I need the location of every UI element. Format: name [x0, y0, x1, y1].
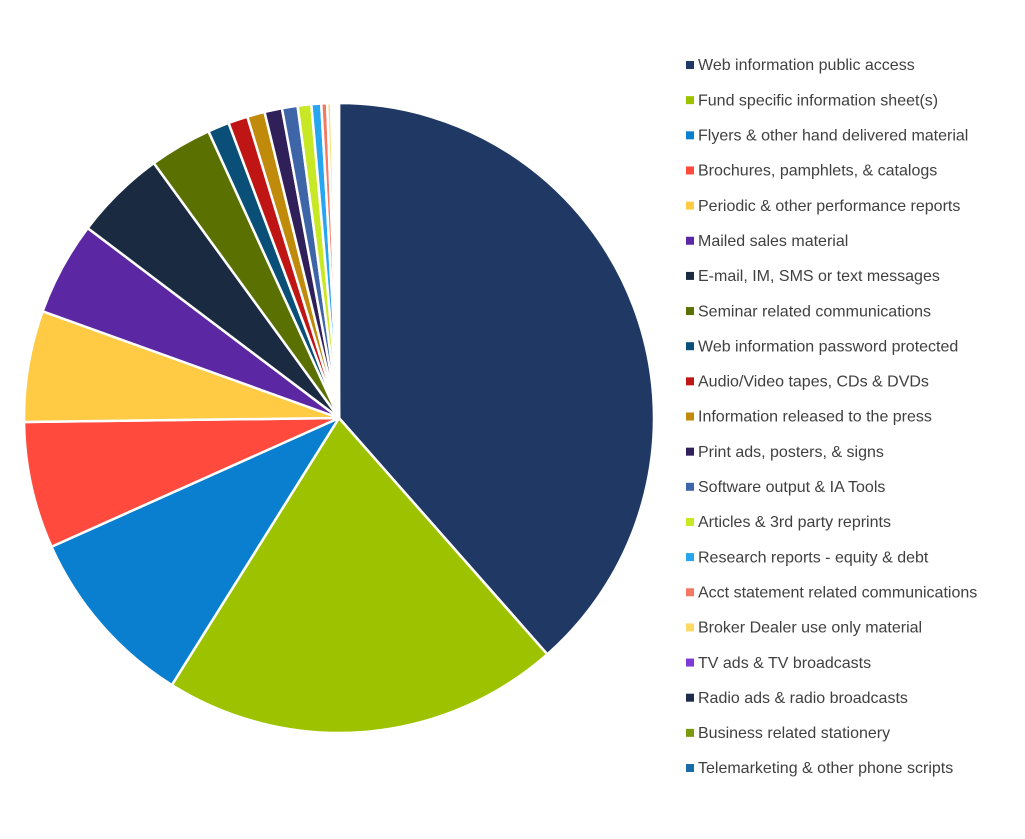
- legend-swatch: [686, 447, 694, 456]
- legend-label: TV ads & TV broadcasts: [698, 655, 871, 672]
- legend-label: Periodic & other performance reports: [698, 198, 960, 215]
- legend-label: Radio ads & radio broadcasts: [698, 690, 908, 707]
- legend-label: Brochures, pamphlets, & catalogs: [698, 163, 937, 180]
- legend-label: Research reports - equity & debt: [698, 549, 929, 566]
- legend-swatch: [686, 482, 694, 491]
- legend-swatch: [686, 693, 694, 702]
- legend-swatch: [686, 96, 694, 105]
- legend-swatch: [686, 623, 694, 632]
- legend-swatch: [686, 517, 694, 526]
- legend-label: Audio/Video tapes, CDs & DVDs: [698, 374, 929, 391]
- pie-slice: [22, 416, 341, 548]
- legend-label: Articles & 3rd party reprints: [698, 514, 891, 531]
- legend-label: Web information public access: [698, 57, 915, 74]
- legend-swatch: [686, 201, 694, 210]
- legend-label: Flyers & other hand delivered material: [698, 128, 968, 145]
- legend-label: Telemarketing & other phone scripts: [698, 760, 953, 777]
- legend-label: Software output & IA Tools: [698, 479, 885, 496]
- legend-swatch: [686, 61, 694, 69]
- legend-label: Broker Dealer use only material: [698, 620, 922, 637]
- legend-swatch: [686, 553, 694, 562]
- legend-label: Information released to the press: [698, 409, 932, 426]
- legend-swatch: [686, 764, 694, 772]
- legend-swatch: [686, 236, 694, 245]
- legend-swatch: [686, 412, 694, 421]
- legend-swatch: [686, 377, 694, 386]
- pie-slice: [335, 101, 341, 420]
- legend-swatch: [686, 588, 694, 597]
- legend-swatch: [686, 728, 694, 737]
- pie-slice: [170, 416, 549, 735]
- legend-label: Acct statement related communications: [698, 584, 977, 601]
- legend-swatch: [686, 342, 694, 351]
- legend-label: Mailed sales material: [698, 233, 848, 250]
- legend-label: E-mail, IM, SMS or text messages: [698, 268, 940, 285]
- legend-label: Seminar related communications: [698, 303, 931, 320]
- legend-swatch: [686, 658, 694, 667]
- legend-swatch: [686, 271, 694, 280]
- legend-swatch: [686, 166, 694, 175]
- legend-label: Web information password protected: [698, 338, 958, 355]
- legend-swatch: [686, 307, 694, 316]
- legend-swatch: [686, 131, 694, 140]
- pie-slice: [50, 416, 341, 687]
- legend-label: Print ads, posters, & signs: [698, 444, 884, 461]
- legend-label: Fund specific information sheet(s): [698, 92, 938, 109]
- pie-slice: [337, 101, 656, 656]
- legend-label: Business related stationery: [698, 725, 890, 742]
